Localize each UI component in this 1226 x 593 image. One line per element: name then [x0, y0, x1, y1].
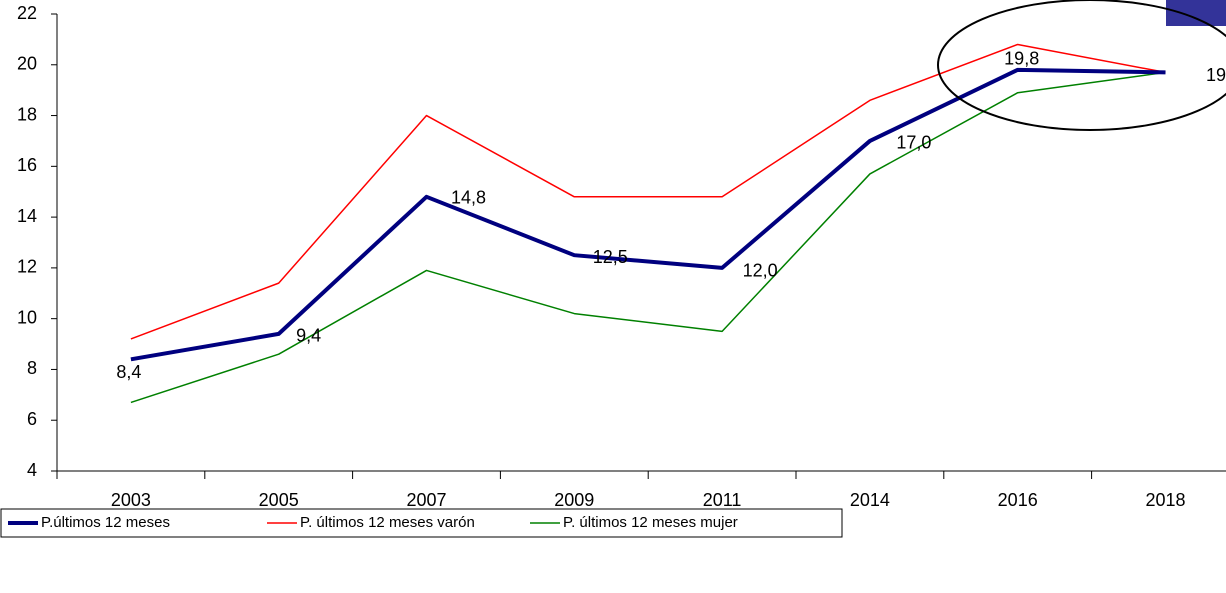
- series-line: [130, 71, 1166, 404]
- data-label: 14,8: [451, 188, 486, 208]
- plot-area: 4 6 8 10 12 14 16 18 20 22 2003 2005 2007 2009 2011 201…: [17, 3, 1226, 510]
- data-label: 19,7: [1206, 65, 1226, 85]
- data-label: 8,4: [116, 362, 141, 382]
- x-tick-label: 2007: [406, 490, 446, 510]
- y-tick-label: 18: [17, 104, 37, 124]
- legend-label: P.últimos 12 meses: [41, 514, 170, 531]
- y-tick-label: 4: [27, 460, 37, 480]
- legend: P.últimos 12 meses P. últimos 12 meses va…: [0, 508, 843, 538]
- x-tick-label: 2016: [998, 490, 1038, 510]
- x-tick-label: 2018: [1145, 490, 1185, 510]
- series-line: [130, 67, 1166, 362]
- y-tick-label: 14: [17, 206, 37, 226]
- data-label: 17,0: [896, 133, 931, 153]
- legend-label: P. últimos 12 meses varón: [300, 514, 475, 531]
- x-tick-label: 2005: [259, 490, 299, 510]
- data-label: 12,5: [593, 247, 628, 267]
- y-tick-label: 8: [27, 358, 37, 378]
- corner-block: [1166, 0, 1226, 26]
- x-tick-label: 2014: [850, 490, 890, 510]
- y-tick-label: 16: [17, 155, 37, 175]
- y-tick-label: 6: [27, 409, 37, 429]
- highlight-ellipse: [937, 0, 1226, 131]
- y-tick-label: 12: [17, 257, 37, 277]
- y-tick-label: 22: [17, 3, 37, 23]
- x-tick-label: 2009: [554, 490, 594, 510]
- data-label: 9,4: [296, 326, 321, 346]
- legend-label: P. últimos 12 meses mujer: [563, 514, 738, 531]
- legend-box: [0, 508, 843, 538]
- data-label: 19,8: [1004, 49, 1039, 69]
- series-line: [130, 43, 1166, 340]
- x-tick-label: 2003: [111, 490, 151, 510]
- data-label: 12,0: [743, 261, 778, 281]
- y-tick-label: 10: [17, 307, 37, 327]
- y-tick-label: 20: [17, 54, 37, 74]
- x-tick-label: 2011: [703, 490, 742, 510]
